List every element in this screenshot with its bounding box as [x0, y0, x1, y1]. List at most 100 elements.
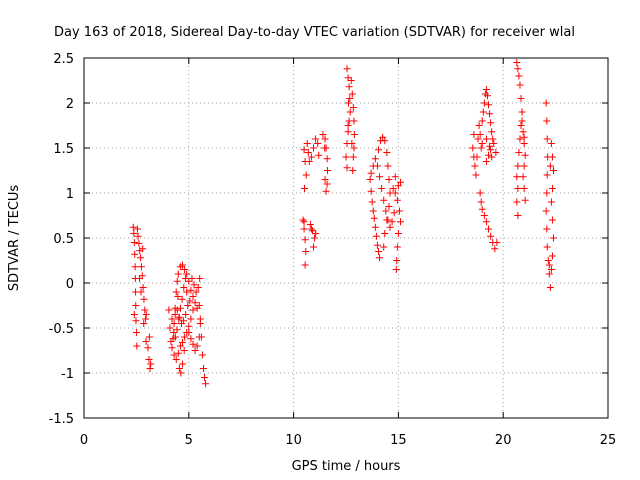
y-tick-label: 0: [66, 277, 74, 292]
data-point: [142, 338, 150, 345]
data-point: [189, 340, 197, 348]
data-point: [514, 185, 522, 192]
data-point: [136, 275, 144, 282]
data-point: [373, 162, 381, 170]
data-point: [518, 117, 526, 125]
data-point: [307, 153, 315, 161]
data-point: [482, 158, 490, 165]
data-point: [517, 122, 525, 129]
data-point: [196, 315, 204, 323]
data-point: [482, 218, 490, 226]
data-point: [488, 128, 496, 136]
data-point: [548, 153, 556, 161]
y-tick-labels: -1.5 -1 -0.5 0 0.5 1 1.5 2 2.5: [49, 52, 74, 427]
data-point: [180, 347, 188, 354]
data-point: [348, 140, 356, 147]
data-point: [144, 344, 152, 352]
data-points: [129, 59, 558, 388]
data-point: [165, 306, 173, 314]
data-point: [342, 153, 350, 161]
data-point: [199, 365, 207, 372]
data-point: [478, 117, 486, 125]
data-point: [171, 311, 179, 318]
data-point: [385, 176, 393, 183]
data-point: [391, 173, 399, 181]
data-point: [133, 342, 141, 350]
data-point: [131, 250, 139, 258]
data-point: [514, 162, 522, 170]
data-point: [130, 311, 138, 318]
data-point: [374, 248, 382, 255]
data-point: [350, 117, 358, 125]
data-point: [174, 349, 182, 357]
data-point: [395, 207, 403, 215]
data-point: [321, 176, 329, 183]
data-point: [543, 117, 551, 125]
data-point: [345, 83, 353, 91]
data-point: [371, 223, 379, 231]
data-point: [179, 338, 187, 346]
data-point: [478, 205, 486, 213]
data-point: [370, 214, 378, 222]
data-point: [173, 326, 181, 334]
data-point: [201, 374, 209, 381]
x-tick-label: 10: [285, 433, 302, 448]
data-point: [324, 167, 332, 174]
data-point: [135, 239, 143, 247]
data-point: [521, 196, 529, 204]
data-point: [547, 198, 555, 206]
data-point: [379, 133, 387, 141]
data-point: [187, 286, 195, 294]
chart-title: Day 163 of 2018, Sidereal Day-to-day VTE…: [54, 25, 575, 40]
data-point: [146, 365, 154, 372]
x-tick-label: 5: [185, 433, 193, 448]
data-point: [542, 207, 550, 215]
data-point: [393, 196, 401, 204]
data-point: [383, 149, 391, 156]
data-point: [140, 320, 148, 327]
data-point: [343, 65, 351, 73]
data-point: [302, 248, 310, 255]
data-point: [547, 140, 555, 147]
data-point: [321, 135, 329, 143]
data-point: [175, 315, 183, 323]
data-point: [514, 65, 522, 73]
data-point: [519, 128, 527, 136]
data-point: [396, 218, 404, 226]
data-point: [300, 218, 308, 226]
x-tick-labels: 0 5 10 15 20 25: [80, 433, 616, 448]
data-point: [134, 232, 142, 240]
data-point: [350, 144, 358, 152]
data-point: [347, 77, 355, 84]
data-point: [180, 317, 188, 325]
y-tick-label: 0.5: [53, 232, 74, 247]
data-point: [550, 234, 558, 242]
data-point: [349, 153, 357, 161]
data-point: [382, 207, 390, 215]
data-point: [168, 344, 176, 352]
data-point: [193, 342, 201, 350]
data-point: [371, 155, 379, 163]
y-tick-label: 1: [66, 187, 74, 202]
data-point: [350, 131, 358, 138]
data-point: [515, 72, 523, 80]
data-point: [141, 306, 149, 314]
data-point: [139, 284, 147, 291]
data-point: [319, 131, 327, 138]
data-point: [386, 223, 394, 231]
data-point: [179, 360, 187, 368]
data-point: [147, 360, 155, 368]
data-point: [550, 167, 558, 174]
data-point: [493, 239, 501, 246]
data-point: [191, 299, 199, 307]
x-tick-label: 25: [600, 433, 617, 448]
data-point: [381, 230, 389, 237]
data-point: [181, 266, 189, 273]
data-point: [367, 187, 375, 195]
data-point: [129, 223, 137, 231]
data-point: [300, 185, 308, 192]
data-point: [312, 135, 320, 143]
data-point: [191, 347, 199, 354]
data-point: [170, 320, 178, 327]
x-tick-label: 15: [390, 433, 407, 448]
